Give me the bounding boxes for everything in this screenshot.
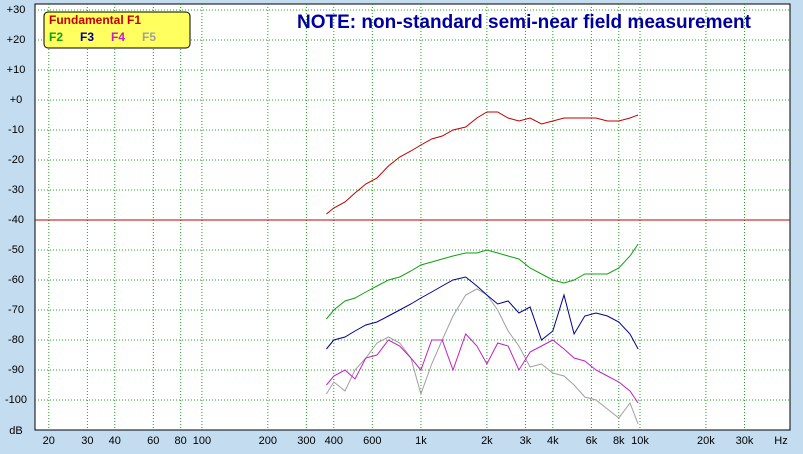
y-tick-label: +20 xyxy=(7,34,26,46)
legend-entry: F3 xyxy=(80,30,94,44)
series-line xyxy=(326,111,639,215)
x-tick-label: 80 xyxy=(175,435,187,447)
x-axis-label: Hz xyxy=(774,435,787,447)
y-tick-label: -80 xyxy=(8,334,24,346)
legend-entry: F4 xyxy=(111,30,125,44)
plot-area xyxy=(34,3,791,431)
x-tick-label: 20 xyxy=(43,435,55,447)
legend-entry: F2 xyxy=(49,30,63,44)
series-line xyxy=(326,276,639,350)
x-tick-label: 20k xyxy=(697,435,715,447)
y-tick-label: -70 xyxy=(8,304,24,316)
series-line xyxy=(326,243,639,320)
x-tick-label: 3k xyxy=(520,435,532,447)
curves xyxy=(325,111,639,425)
x-tick-label: 200 xyxy=(259,435,277,447)
x-tick-label: 6k xyxy=(586,435,598,447)
x-tick-label: 1k xyxy=(415,435,427,447)
legend: Fundamental F1 F2 F3 F4 F5 xyxy=(49,13,156,44)
y-tick-label: -60 xyxy=(8,274,24,286)
x-tick-label: 300 xyxy=(297,435,315,447)
y-tick-label: -100 xyxy=(5,394,27,406)
series-line xyxy=(326,333,639,404)
legend-box xyxy=(43,11,191,49)
y-tick-label: -20 xyxy=(8,154,24,166)
series-line xyxy=(325,288,639,425)
y-tick-label: -90 xyxy=(8,364,24,376)
y-tick-label: -10 xyxy=(8,124,24,136)
y-tick-label: +10 xyxy=(7,64,26,76)
x-tick-label: 2k xyxy=(481,435,493,447)
chart-title: NOTE: non-standard semi-near field measu… xyxy=(297,12,752,33)
legend-entry: F5 xyxy=(142,30,156,44)
x-tick-label: 400 xyxy=(325,435,343,447)
y-axis-label: dB xyxy=(9,425,22,437)
y-tick-label: -40 xyxy=(8,214,24,226)
x-tick-label: 30k xyxy=(736,435,754,447)
legend-entry: Fundamental F1 xyxy=(49,13,141,27)
x-tick-label: 60 xyxy=(147,435,159,447)
x-tick-label: 100 xyxy=(193,435,211,447)
x-tick-label: 4k xyxy=(547,435,559,447)
x-tick-label: 10k xyxy=(631,435,649,447)
x-tick-label: 8k xyxy=(613,435,625,447)
y-tick-label: +30 xyxy=(7,4,26,16)
y-tick-label: +0 xyxy=(10,94,23,106)
x-tick-label: 600 xyxy=(363,435,381,447)
y-tick-label: -50 xyxy=(8,244,24,256)
grid xyxy=(35,4,790,430)
y-tick-label: -30 xyxy=(8,184,24,196)
x-tick-label: 40 xyxy=(109,435,121,447)
x-tick-label: 30 xyxy=(81,435,93,447)
